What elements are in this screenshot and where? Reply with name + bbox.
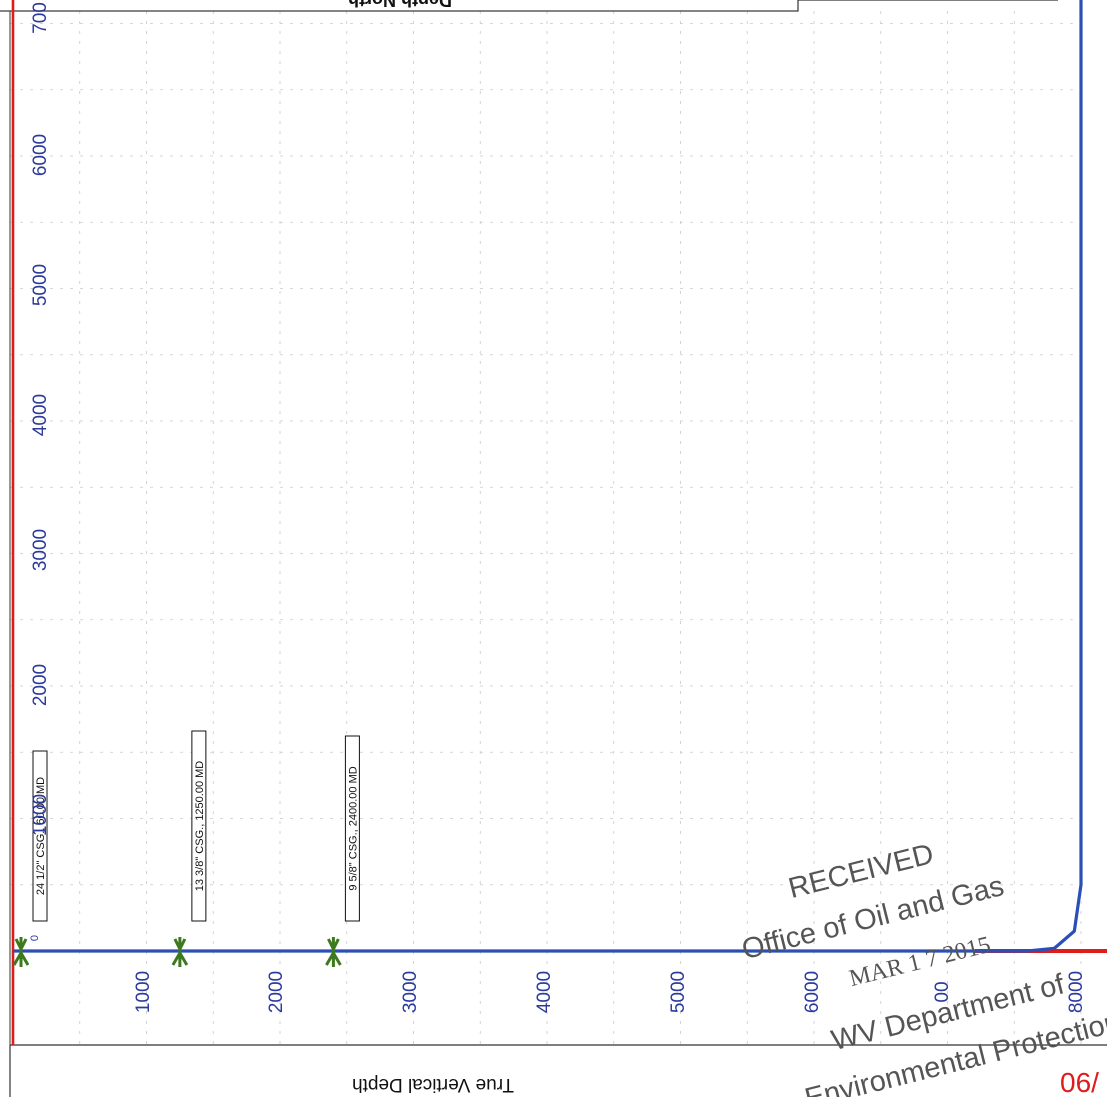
stamp-date: MAR 1 7 2015 [847, 932, 994, 992]
chart-title-fragment: Depth North [348, 0, 452, 10]
casing-label: 13 3/8" CSG., 1250.00 MD [194, 761, 206, 892]
horizontal-tick-label: 2000 [266, 971, 287, 1013]
casing-label-box [344, 735, 360, 922]
horizontal-tick-label: 6000 [802, 971, 823, 1013]
vertical-tick-label: 6000 [30, 134, 51, 176]
casing-marker: 24 1/2" CSG., 60.00 MD [12, 750, 48, 967]
vertical-tick-label: 5000 [30, 264, 51, 306]
horizontal-axis-ticks: 1000 2000 3000 4000 5000 6000 00 8000 [133, 971, 1087, 1013]
casing-shoe-symbol [171, 937, 189, 967]
casing-label: 9 5/8" CSG., 2400.00 MD [347, 766, 359, 890]
vertical-tick-label: 2000 [30, 664, 51, 706]
vertical-tick-label: 700 [30, 2, 51, 34]
casing-markers: 24 1/2" CSG., 60.00 MD 13 3/8" CSG., 1250… [12, 730, 360, 967]
vertical-axis-ticks: 0 1000 2000 3000 4000 5000 6000 700 [29, 2, 51, 941]
horizontal-tick-label: 8000 [1066, 971, 1087, 1013]
vertical-tick-label: 0 [29, 935, 41, 941]
casing-shoe-symbol [12, 937, 30, 967]
horizontal-tick-label: 00 [932, 981, 953, 1002]
vertical-tick-label: 1000 [30, 794, 51, 836]
wellbore-trajectory-line [13, 0, 1083, 953]
axis-title: True Vertical Depth [352, 1074, 514, 1095]
title-box [0, 0, 799, 12]
casing-label-box [32, 750, 48, 922]
casing-shoe-symbol [325, 937, 342, 967]
horizontal-tick-label: 3000 [400, 971, 421, 1013]
vertical-tick-label: 3000 [30, 529, 51, 571]
vertical-tick-label: 4000 [30, 394, 51, 436]
casing-label-box [191, 730, 207, 922]
horizontal-tick-label: 4000 [534, 971, 555, 1013]
casing-marker: 13 3/8" CSG., 1250.00 MD [171, 730, 207, 967]
corner-date-fragment: 06/ [1060, 1067, 1099, 1097]
casing-label: 24 1/2" CSG., 60.00 MD [35, 777, 47, 895]
casing-marker: 9 5/8" CSG., 2400.00 MD [325, 735, 360, 967]
horizontal-tick-label: 5000 [668, 971, 689, 1013]
horizontal-tick-label: 1000 [133, 971, 154, 1013]
